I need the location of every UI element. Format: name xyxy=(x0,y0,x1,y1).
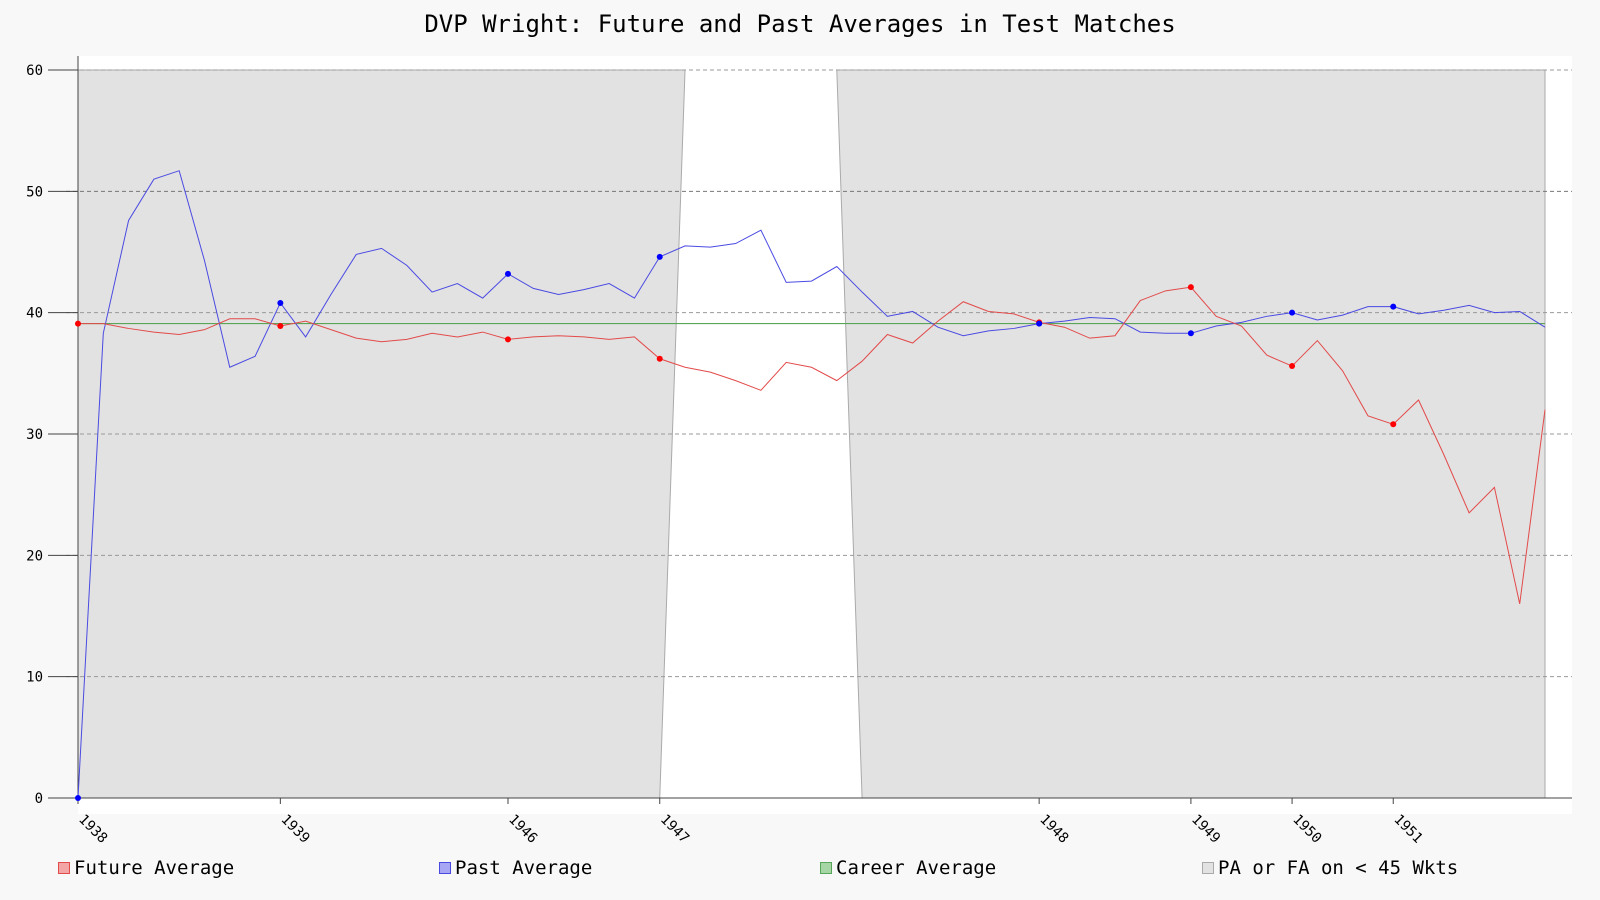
axes xyxy=(48,56,1572,799)
future-marker xyxy=(75,320,81,327)
x-tick-label: 1946 xyxy=(505,812,540,847)
x-tick-label: 1950 xyxy=(1289,812,1324,847)
y-tick-label: 50 xyxy=(26,184,43,200)
legend-item-career: Career Average xyxy=(820,857,996,879)
legend-swatch-future xyxy=(58,862,70,874)
y-tick-label: 0 xyxy=(35,791,43,807)
data-markers xyxy=(75,253,1397,801)
past-average-line xyxy=(77,170,1546,799)
y-tick-label: 30 xyxy=(26,427,43,443)
x-tick-label: 1938 xyxy=(75,812,110,847)
past-marker xyxy=(1187,330,1194,337)
past-marker xyxy=(1390,303,1397,310)
legend-label-career: Career Average xyxy=(836,857,997,879)
y-tick-label: 60 xyxy=(26,63,43,79)
future-marker xyxy=(1289,363,1296,370)
legend-swatch-past xyxy=(439,862,451,874)
legend-label-shaded: PA or FA on < 45 Wkts xyxy=(1218,857,1459,879)
past-marker xyxy=(656,253,663,260)
future-average-line xyxy=(78,286,1546,604)
y-tick-label: 10 xyxy=(26,670,43,686)
y-tick-label: 40 xyxy=(26,306,43,322)
x-tick-label: 1949 xyxy=(1188,812,1223,847)
chart-title: DVP Wright: Future and Past Averages in … xyxy=(424,10,1176,38)
legend-label-future: Future Average xyxy=(74,857,235,879)
y-tick-labels: 0 10 20 30 40 50 60 xyxy=(26,63,43,807)
future-marker xyxy=(504,336,511,343)
legend: Future Average Past Average Career Avera… xyxy=(58,857,1578,883)
past-marker xyxy=(1036,320,1043,327)
legend-item-past: Past Average xyxy=(439,857,592,879)
x-tick-label: 1939 xyxy=(278,812,313,847)
future-marker xyxy=(277,323,284,330)
future-marker xyxy=(1390,421,1397,428)
past-marker xyxy=(1289,309,1296,316)
y-tick-label: 20 xyxy=(26,548,43,564)
x-tick-label: 1948 xyxy=(1036,812,1071,847)
x-tick-label: 1951 xyxy=(1390,812,1425,847)
grid-lines xyxy=(66,69,1572,678)
past-marker xyxy=(277,299,284,306)
legend-swatch-career xyxy=(820,862,832,874)
x-tick-label: 1947 xyxy=(657,812,692,847)
future-marker xyxy=(1187,284,1194,291)
future-marker xyxy=(656,355,663,362)
past-marker xyxy=(75,795,81,801)
legend-item-shaded: PA or FA on < 45 Wkts xyxy=(1202,857,1458,879)
legend-swatch-shaded xyxy=(1202,862,1214,874)
past-marker xyxy=(504,270,511,277)
legend-item-future: Future Average xyxy=(58,857,234,879)
legend-label-past: Past Average xyxy=(455,857,593,879)
